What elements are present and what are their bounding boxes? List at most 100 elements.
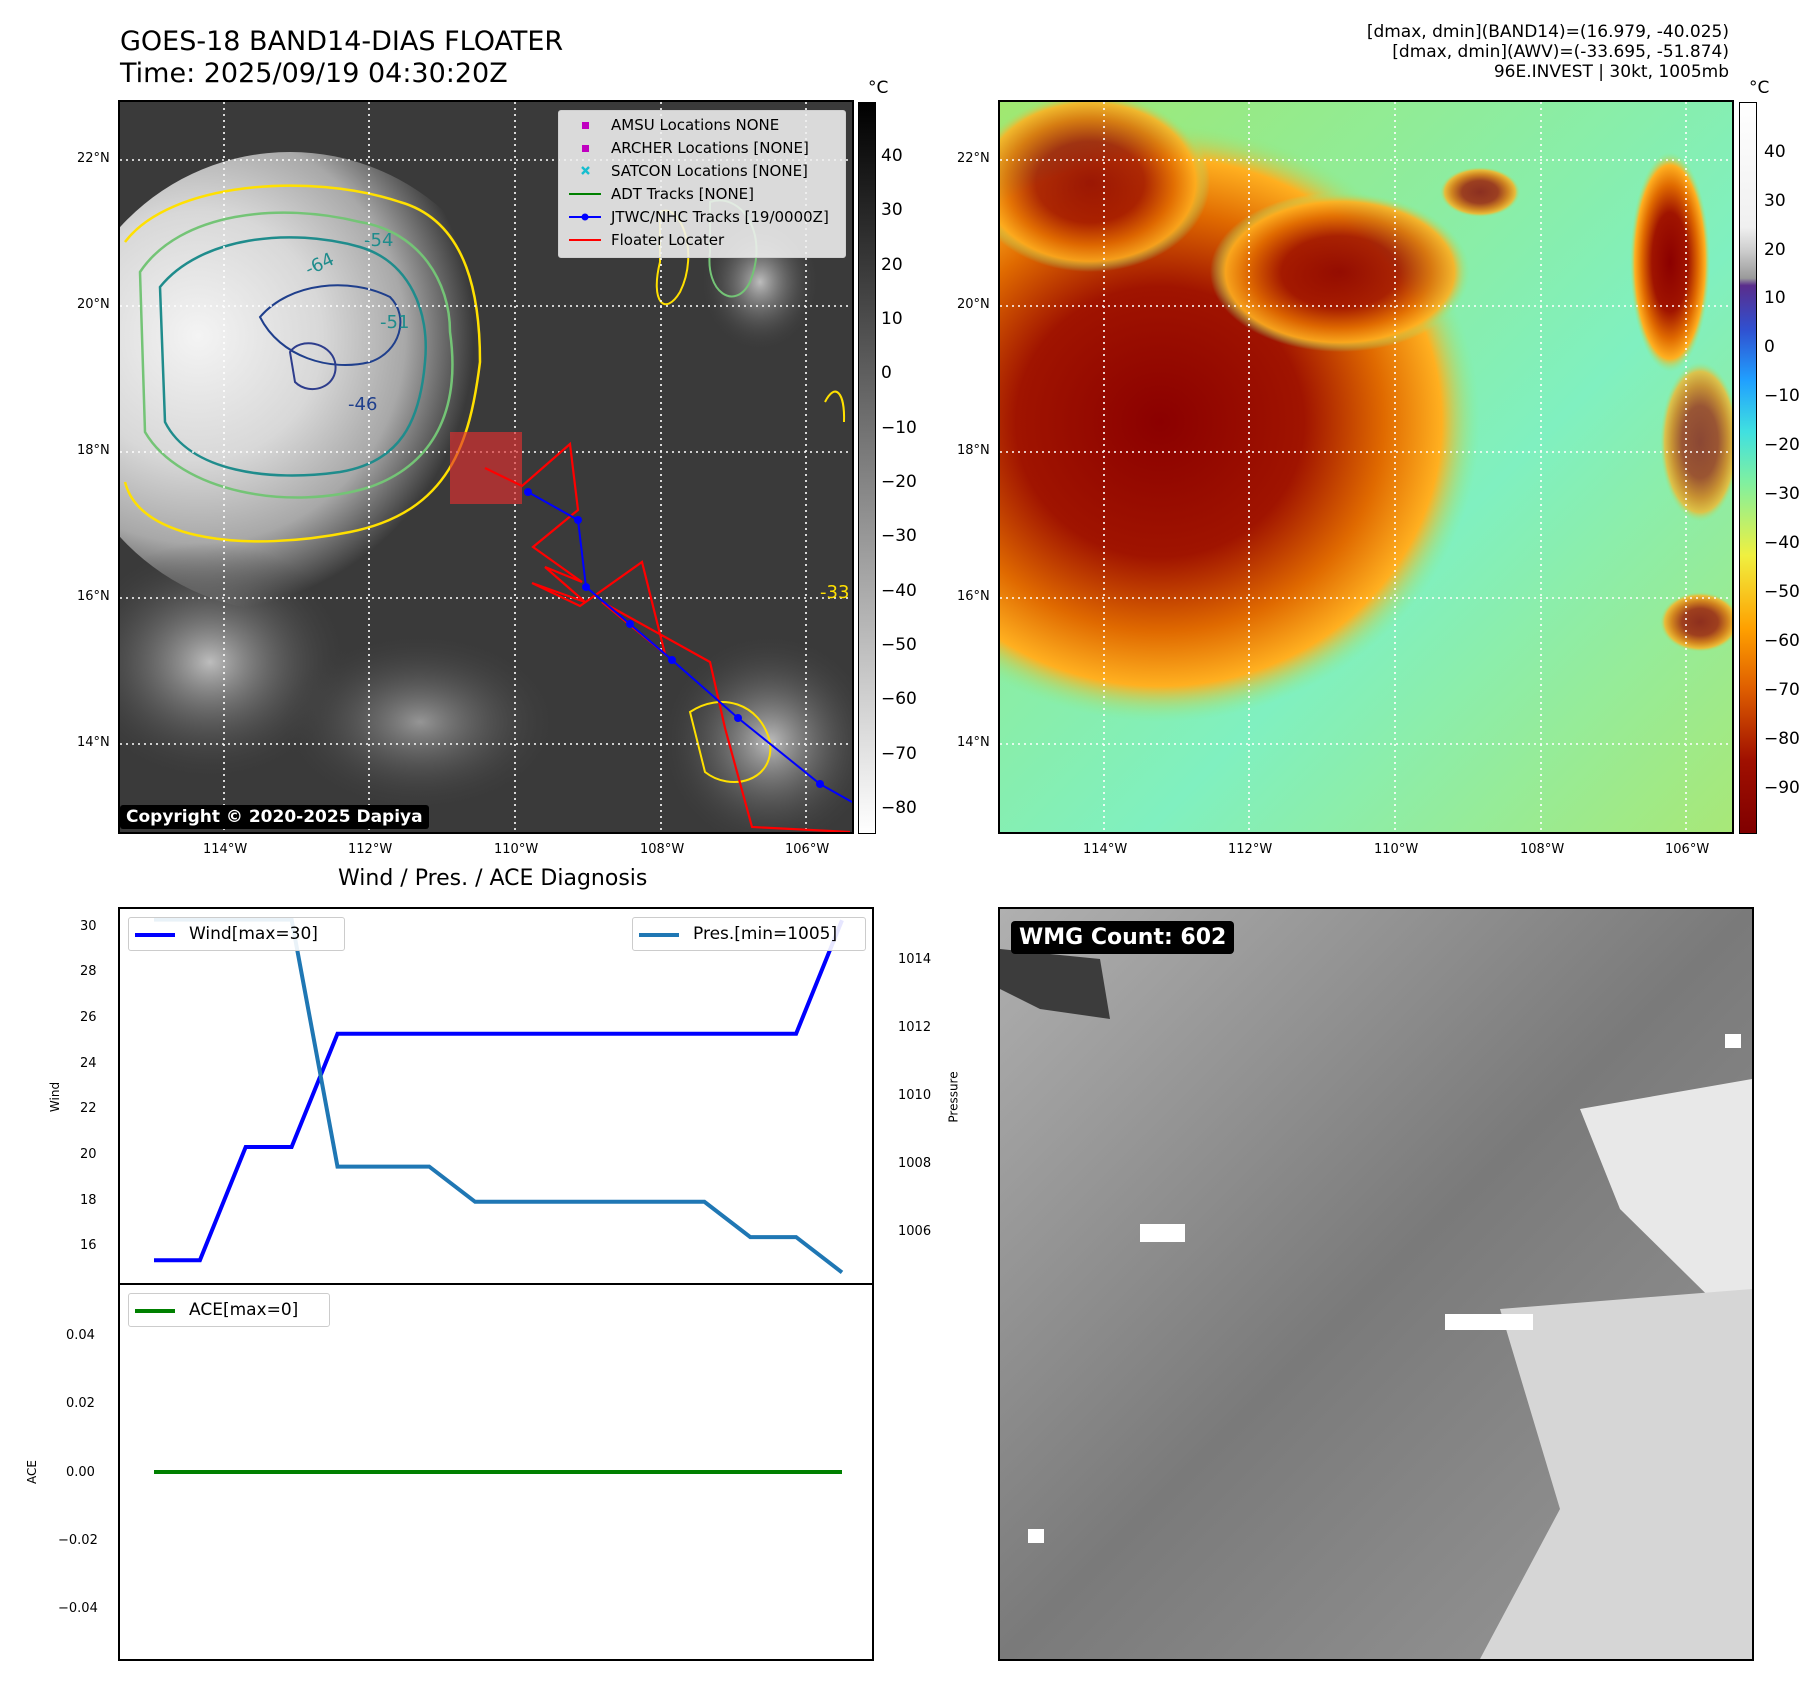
awv-map-panel [998, 100, 1734, 834]
wind-pressure-panel: Wind[max=30] Pres.[min=1005] [118, 907, 874, 1285]
lon-tick: 110°W [1374, 842, 1419, 857]
wind-tick: 30 [80, 919, 97, 934]
lat-tick: 20°N [957, 297, 990, 312]
lon-tick: 106°W [785, 842, 830, 857]
stats-line-2: [dmax, dmin](AWV)=(-33.695, -51.874) [1392, 42, 1729, 62]
legend-item-satcon: SATCON Locations [NONE] [559, 161, 845, 181]
title-line-2: Time: 2025/09/19 04:30:20Z [120, 58, 508, 89]
contour-label: -51 [380, 312, 410, 333]
lon-tick: 108°W [1520, 842, 1565, 857]
ace-plot [154, 1470, 842, 1474]
wind-tick: 28 [80, 964, 97, 979]
ace-legend-swatch [135, 1309, 175, 1313]
legend-item-jtwc: JTWC/NHC Tracks [19/0000Z] [559, 207, 845, 227]
wind-tick: 16 [80, 1238, 97, 1253]
colorbar-tick: 20 [1764, 240, 1786, 260]
stats-line-3: 96E.INVEST | 30kt, 1005mb [1493, 62, 1729, 82]
lon-tick: 106°W [1665, 842, 1710, 857]
colorbar-tick: −90 [1764, 778, 1800, 798]
lat-tick: 22°N [957, 151, 990, 166]
colorbar-tick: −30 [881, 526, 917, 546]
lat-tick: 14°N [957, 735, 990, 750]
colorbar-tick: −70 [1764, 680, 1800, 700]
jtwc-track [527, 491, 852, 803]
contour-label: -33 [820, 582, 850, 603]
figure-title: GOES-18 BAND14-DIAS FLOATER Time: 2025/0… [120, 26, 563, 90]
legend-item-archer: ARCHER Locations [NONE] [559, 138, 845, 158]
colorbar-tick: −10 [1764, 386, 1800, 406]
lon-tick: 110°W [494, 842, 539, 857]
wind-axis-label: Wind [48, 1081, 63, 1113]
pressure-axis-label: Pressure [946, 1071, 961, 1123]
lon-tick: 112°W [1228, 842, 1273, 857]
pressure-legend-swatch [639, 933, 679, 937]
ace-tick: 0.00 [66, 1465, 95, 1480]
map-gridlines [1000, 102, 1732, 832]
colorbar-tick: −40 [1764, 533, 1800, 553]
pressure-tick: 1006 [898, 1224, 932, 1239]
ace-tick: −0.02 [58, 1533, 98, 1548]
pressure-tick: 1012 [898, 1020, 932, 1035]
ace-tick: 0.04 [66, 1328, 95, 1343]
legend-item-floater: Floater Locater [559, 230, 845, 250]
contour-label: -46 [348, 394, 378, 415]
pressure-tick: 1014 [898, 952, 932, 967]
lat-tick: 14°N [77, 735, 110, 750]
contour-label: -54 [364, 230, 394, 251]
floater-locater-track [484, 441, 851, 832]
wmg-count-badge: WMG Count: 602 [1011, 921, 1235, 954]
colorbar-tick: 20 [881, 255, 903, 275]
colorbar-tick: 10 [881, 309, 903, 329]
lat-tick: 16°N [77, 589, 110, 604]
diagnosis-title: Wind / Pres. / ACE Diagnosis [338, 866, 648, 891]
ace-tick: −0.04 [58, 1601, 98, 1616]
pressure-tick: 1010 [898, 1088, 932, 1103]
wind-tick: 24 [80, 1056, 97, 1071]
stats-line-1: [dmax, dmin](BAND14)=(16.979, -40.025) [1366, 22, 1729, 42]
legend-item-amsu: AMSU Locations NONE [559, 115, 845, 135]
colorbar-tick: −70 [881, 744, 917, 764]
awv-map-image [1000, 102, 1732, 832]
colorbar-tick: −60 [881, 689, 917, 709]
wmg-image [1000, 909, 1752, 1659]
wind-pressure-plot [154, 917, 844, 1274]
square-marker-icon [582, 145, 589, 152]
wmg-panel [998, 907, 1754, 1661]
wind-legend-swatch [135, 933, 175, 937]
ace-axis-label: ACE [24, 1460, 39, 1484]
wind-tick: 18 [80, 1193, 97, 1208]
colorbar-left [858, 102, 876, 834]
colorbar-tick: −60 [1764, 631, 1800, 651]
colorbar-tick: −20 [1764, 435, 1800, 455]
lat-tick: 20°N [77, 297, 110, 312]
lat-tick: 18°N [77, 443, 110, 458]
colorbar-tick: −50 [1764, 582, 1800, 602]
lat-tick: 22°N [77, 151, 110, 166]
lon-tick: 114°W [203, 842, 248, 857]
ace-tick: 0.02 [66, 1396, 95, 1411]
colorbar-tick: −80 [881, 798, 917, 818]
ace-legend: ACE[max=0] [128, 1293, 330, 1327]
jtwc-track-points [524, 488, 824, 788]
title-line-1: GOES-18 BAND14-DIAS FLOATER [120, 26, 564, 57]
line-dot-marker-icon [569, 213, 601, 221]
wind-legend: Wind[max=30] [128, 917, 345, 951]
lat-tick: 18°N [957, 443, 990, 458]
square-marker-icon [582, 122, 589, 129]
colorbar-tick: −20 [881, 472, 917, 492]
colorbar-tick: −50 [881, 635, 917, 655]
map-legend: AMSU Locations NONE ARCHER Locations [NO… [558, 110, 846, 258]
lon-tick: 114°W [1083, 842, 1128, 857]
line-marker-icon [569, 193, 601, 195]
colorbar-right [1739, 102, 1757, 834]
colorbar-tick: −40 [881, 581, 917, 601]
lat-tick: 16°N [957, 589, 990, 604]
wind-tick: 22 [80, 1101, 97, 1116]
x-marker-icon [581, 166, 590, 175]
pressure-legend: Pres.[min=1005] [632, 917, 866, 951]
colorbar-tick: 10 [1764, 288, 1786, 308]
wind-tick: 26 [80, 1010, 97, 1025]
pressure-tick: 1008 [898, 1156, 932, 1171]
pressure-series-line [154, 917, 844, 1274]
colorbar-tick: −10 [881, 418, 917, 438]
